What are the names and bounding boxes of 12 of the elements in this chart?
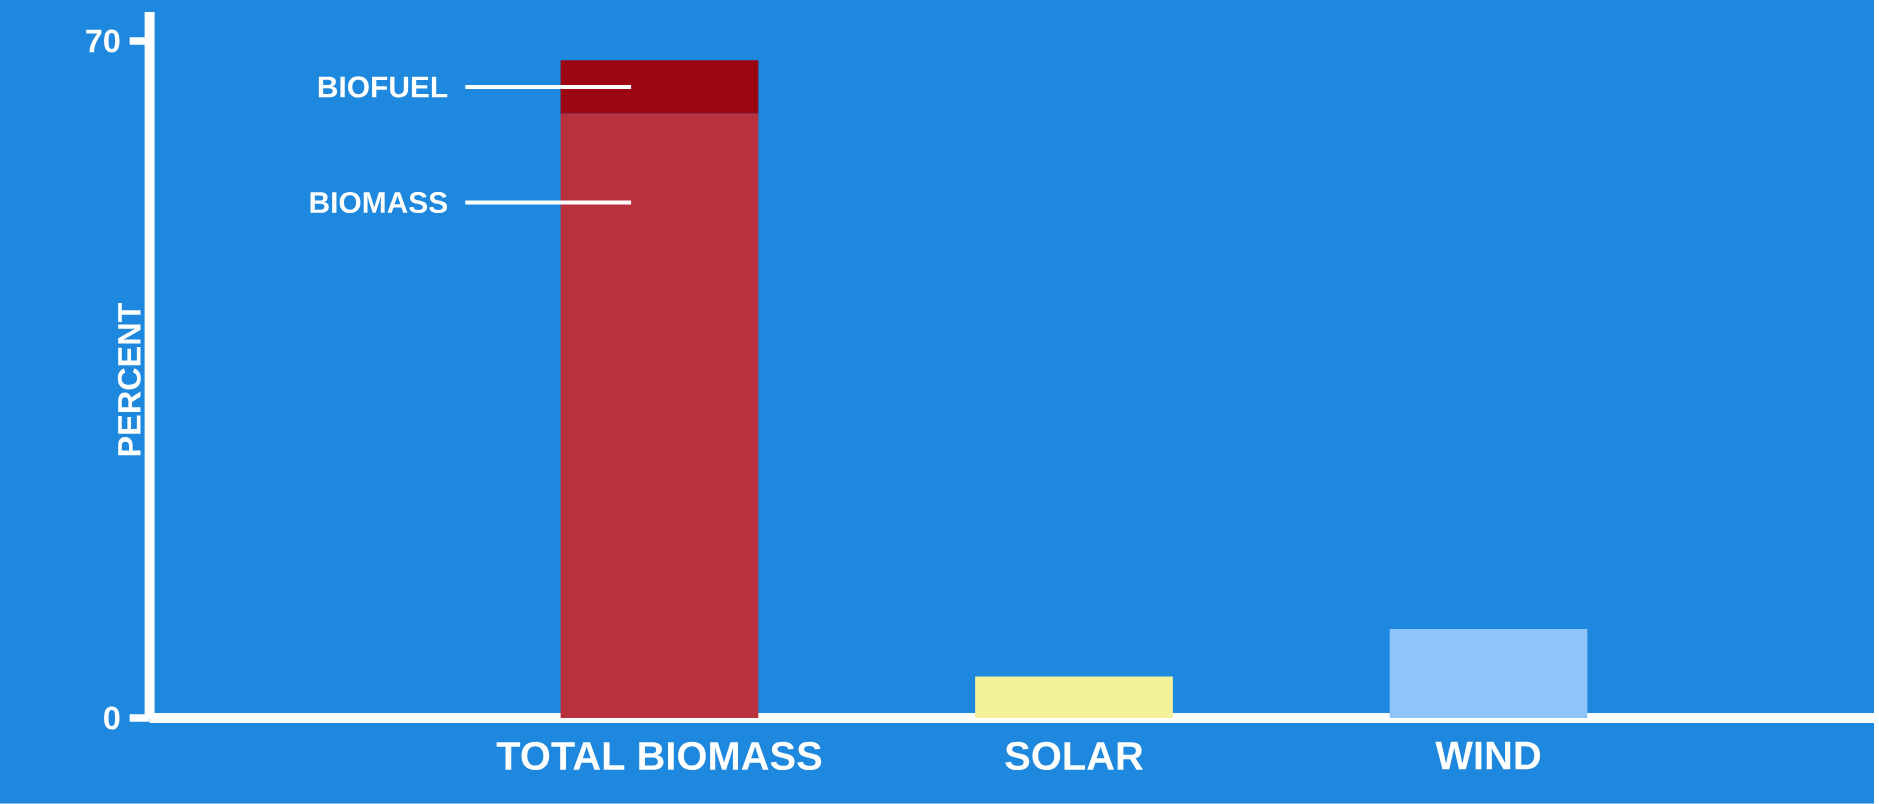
bar [1389,629,1588,719]
x-tick-label: SOLAR [1005,741,1143,771]
y-tick-label: 70 [86,29,120,53]
bar [560,60,759,114]
text: BIOMASS [310,192,447,214]
x-tick-label: WIND [1435,741,1541,770]
x-tick-label: TOTAL BIOMASS [496,741,822,771]
y-tick-label: 0 [104,706,120,730]
text: BIOFUEL [318,76,448,98]
y-axis-title: PERCENT [117,303,141,456]
bar [975,676,1173,719]
bar [560,113,759,719]
